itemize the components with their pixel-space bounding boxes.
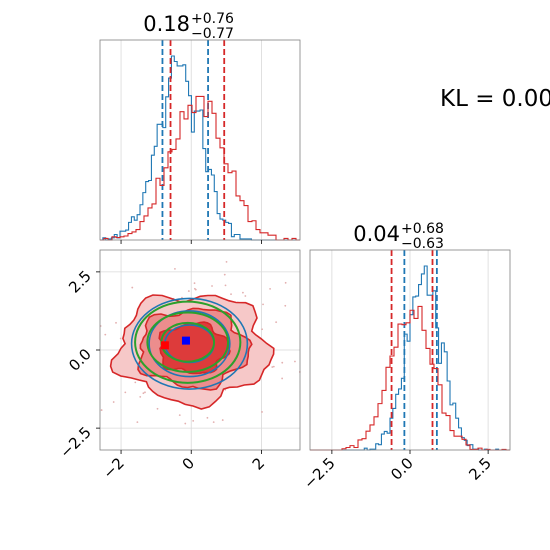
scatter-point	[119, 337, 122, 340]
right-title-plus: +0.68	[401, 221, 444, 237]
scatter-point	[223, 273, 226, 276]
right-title-median: 0.04	[353, 222, 400, 246]
scatter-point	[144, 391, 146, 394]
right-title-minus: −0.63	[401, 236, 444, 252]
mode-marker	[160, 341, 169, 350]
scatter-point	[242, 291, 244, 294]
scatter-point	[284, 304, 287, 307]
scatter-point	[100, 409, 103, 411]
scatter-point	[230, 293, 232, 296]
scatter-point	[284, 281, 287, 284]
scatter-point	[178, 414, 181, 416]
scatter-point	[193, 282, 196, 285]
scatter-point	[142, 392, 145, 395]
scatter-point	[221, 419, 224, 421]
contour-ytick-label: −2.5	[56, 423, 94, 461]
blue-contour	[148, 310, 231, 378]
scatter-point	[225, 260, 228, 263]
scatter-point	[184, 422, 187, 425]
scatter-point	[124, 391, 127, 394]
kl-label: KL = 0.00	[440, 86, 550, 112]
top-title-median: 0.18	[143, 12, 190, 36]
scatter-point	[269, 287, 271, 290]
contour-xtick-label: 2	[249, 454, 268, 473]
right-xtick-label: −2.5	[300, 454, 338, 492]
scatter-point	[139, 395, 142, 398]
scatter-point	[115, 321, 117, 324]
scatter-point	[271, 366, 274, 368]
scatter-point	[156, 407, 159, 410]
right-xtick-label: 2.5	[465, 454, 495, 484]
green-contour	[134, 300, 242, 384]
contour-panel: −2 0 2 2.5 0.0 −2.5	[56, 249, 301, 482]
scatter-point	[275, 321, 278, 324]
blue-contour	[130, 297, 249, 390]
top-hist-blue	[100, 55, 300, 241]
scatter-point	[281, 377, 284, 380]
scatter-point	[261, 411, 263, 413]
scatter-point	[136, 421, 139, 424]
mode-marker	[181, 336, 190, 345]
right-hist-red	[310, 305, 510, 451]
top-frame	[99, 39, 301, 241]
scatter-point	[192, 419, 195, 422]
scatter-point	[131, 286, 134, 289]
scatter-point	[294, 360, 296, 363]
scatter-point	[244, 295, 247, 297]
contour-ytick-label: 2.5	[65, 267, 95, 297]
scatter-point	[174, 267, 176, 270]
contour-ytick-label: 0.0	[65, 345, 95, 375]
marginal-histogram-right: 0.04 +0.68−0.63 −2.5 0.0 2.5	[300, 221, 511, 493]
scatter-point	[134, 381, 137, 384]
scatter-point	[272, 365, 275, 368]
green-contour	[146, 311, 230, 373]
marginal-histogram-top: 0.18 +0.76−0.77	[99, 11, 301, 244]
scatter-point	[211, 285, 213, 287]
top-hist-red	[100, 95, 300, 241]
scatter-point	[281, 361, 284, 364]
scatter-point	[261, 328, 264, 331]
scatter-point	[104, 333, 107, 336]
scatter-point	[206, 416, 209, 419]
contour-xtick-label: −2	[100, 454, 128, 482]
contour-xtick-label: 0	[179, 454, 198, 473]
scatter-point	[194, 288, 197, 291]
right-xtick-label: 0.0	[387, 454, 417, 484]
scatter-point	[262, 303, 264, 306]
top-title-minus: −0.77	[191, 26, 234, 42]
scatter-point	[112, 401, 115, 403]
scatter-point	[224, 284, 227, 287]
top-title-plus: +0.76	[191, 11, 234, 27]
scatter-point	[212, 421, 215, 424]
scatter-point	[187, 290, 190, 292]
